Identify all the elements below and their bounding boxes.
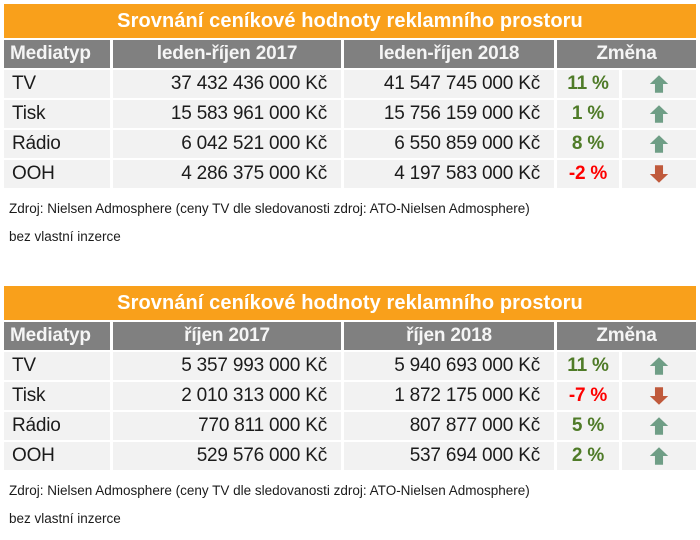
trend-arrow xyxy=(622,412,696,440)
table-title: Srovnání ceníkové hodnoty reklamního pro… xyxy=(4,4,696,38)
table-title: Srovnání ceníkové hodnoty reklamního pro… xyxy=(4,286,696,320)
col-header-period2: leden-říjen 2018 xyxy=(344,40,554,68)
table-grid: Mediatyp leden-říjen 2017 leden-říjen 20… xyxy=(4,40,696,188)
change-percent: 11 % xyxy=(557,352,619,380)
value-period2: 41 547 745 000 Kč xyxy=(344,70,554,98)
value-period1: 37 432 436 000 Kč xyxy=(113,70,341,98)
change-percent: 1 % xyxy=(557,100,619,128)
col-header-mediatype: Mediatyp xyxy=(4,40,110,68)
trend-arrow xyxy=(622,160,696,188)
col-header-change: Změna xyxy=(557,40,696,68)
mediatype-label: TV xyxy=(4,352,110,380)
value-period2: 6 550 859 000 Kč xyxy=(344,130,554,158)
arrow-down-icon xyxy=(649,165,669,183)
value-period2: 15 756 159 000 Kč xyxy=(344,100,554,128)
col-header-change: Změna xyxy=(557,322,696,350)
page: Srovnání ceníkové hodnoty reklamního pro… xyxy=(4,4,696,526)
mediatype-label: Tisk xyxy=(4,382,110,410)
col-header-mediatype: Mediatyp xyxy=(4,322,110,350)
col-header-period2: říjen 2018 xyxy=(344,322,554,350)
value-period2: 5 940 693 000 Kč xyxy=(344,352,554,380)
change-percent: 8 % xyxy=(557,130,619,158)
value-period2: 1 872 175 000 Kč xyxy=(344,382,554,410)
trend-arrow xyxy=(622,352,696,380)
trend-arrow xyxy=(622,442,696,470)
arrow-up-icon xyxy=(649,75,669,93)
value-period1: 2 010 313 000 Kč xyxy=(113,382,341,410)
arrow-up-icon xyxy=(649,105,669,123)
source-note: Zdroj: Nielsen Admosphere (ceny TV dle s… xyxy=(9,483,530,498)
mediatype-label: OOH xyxy=(4,442,110,470)
arrow-down-icon xyxy=(649,387,669,405)
footnote: bez vlastní inzerce xyxy=(9,511,121,526)
mediatype-label: Rádio xyxy=(4,412,110,440)
mediatype-label: Tisk xyxy=(4,100,110,128)
value-period1: 770 811 000 Kč xyxy=(113,412,341,440)
table-grid: Mediatyp říjen 2017 říjen 2018 Změna TV … xyxy=(4,322,696,470)
mediatype-label: TV xyxy=(4,70,110,98)
table-october: Srovnání ceníkové hodnoty reklamního pro… xyxy=(4,286,696,526)
change-percent: 5 % xyxy=(557,412,619,440)
value-period1: 5 357 993 000 Kč xyxy=(113,352,341,380)
arrow-up-icon xyxy=(649,357,669,375)
trend-arrow xyxy=(622,70,696,98)
value-period1: 6 042 521 000 Kč xyxy=(113,130,341,158)
trend-arrow xyxy=(622,130,696,158)
arrow-up-icon xyxy=(649,447,669,465)
footnote: bez vlastní inzerce xyxy=(9,229,121,244)
change-percent: 2 % xyxy=(557,442,619,470)
trend-arrow xyxy=(622,100,696,128)
mediatype-label: Rádio xyxy=(4,130,110,158)
change-percent: -7 % xyxy=(557,382,619,410)
table-jan-oct: Srovnání ceníkové hodnoty reklamního pro… xyxy=(4,4,696,244)
arrow-up-icon xyxy=(649,135,669,153)
value-period2: 807 877 000 Kč xyxy=(344,412,554,440)
value-period2: 537 694 000 Kč xyxy=(344,442,554,470)
arrow-up-icon xyxy=(649,417,669,435)
source-note: Zdroj: Nielsen Admosphere (ceny TV dle s… xyxy=(9,201,530,216)
col-header-period1: říjen 2017 xyxy=(113,322,341,350)
value-period1: 4 286 375 000 Kč xyxy=(113,160,341,188)
trend-arrow xyxy=(622,382,696,410)
mediatype-label: OOH xyxy=(4,160,110,188)
value-period1: 529 576 000 Kč xyxy=(113,442,341,470)
value-period2: 4 197 583 000 Kč xyxy=(344,160,554,188)
change-percent: 11 % xyxy=(557,70,619,98)
change-percent: -2 % xyxy=(557,160,619,188)
col-header-period1: leden-říjen 2017 xyxy=(113,40,341,68)
value-period1: 15 583 961 000 Kč xyxy=(113,100,341,128)
